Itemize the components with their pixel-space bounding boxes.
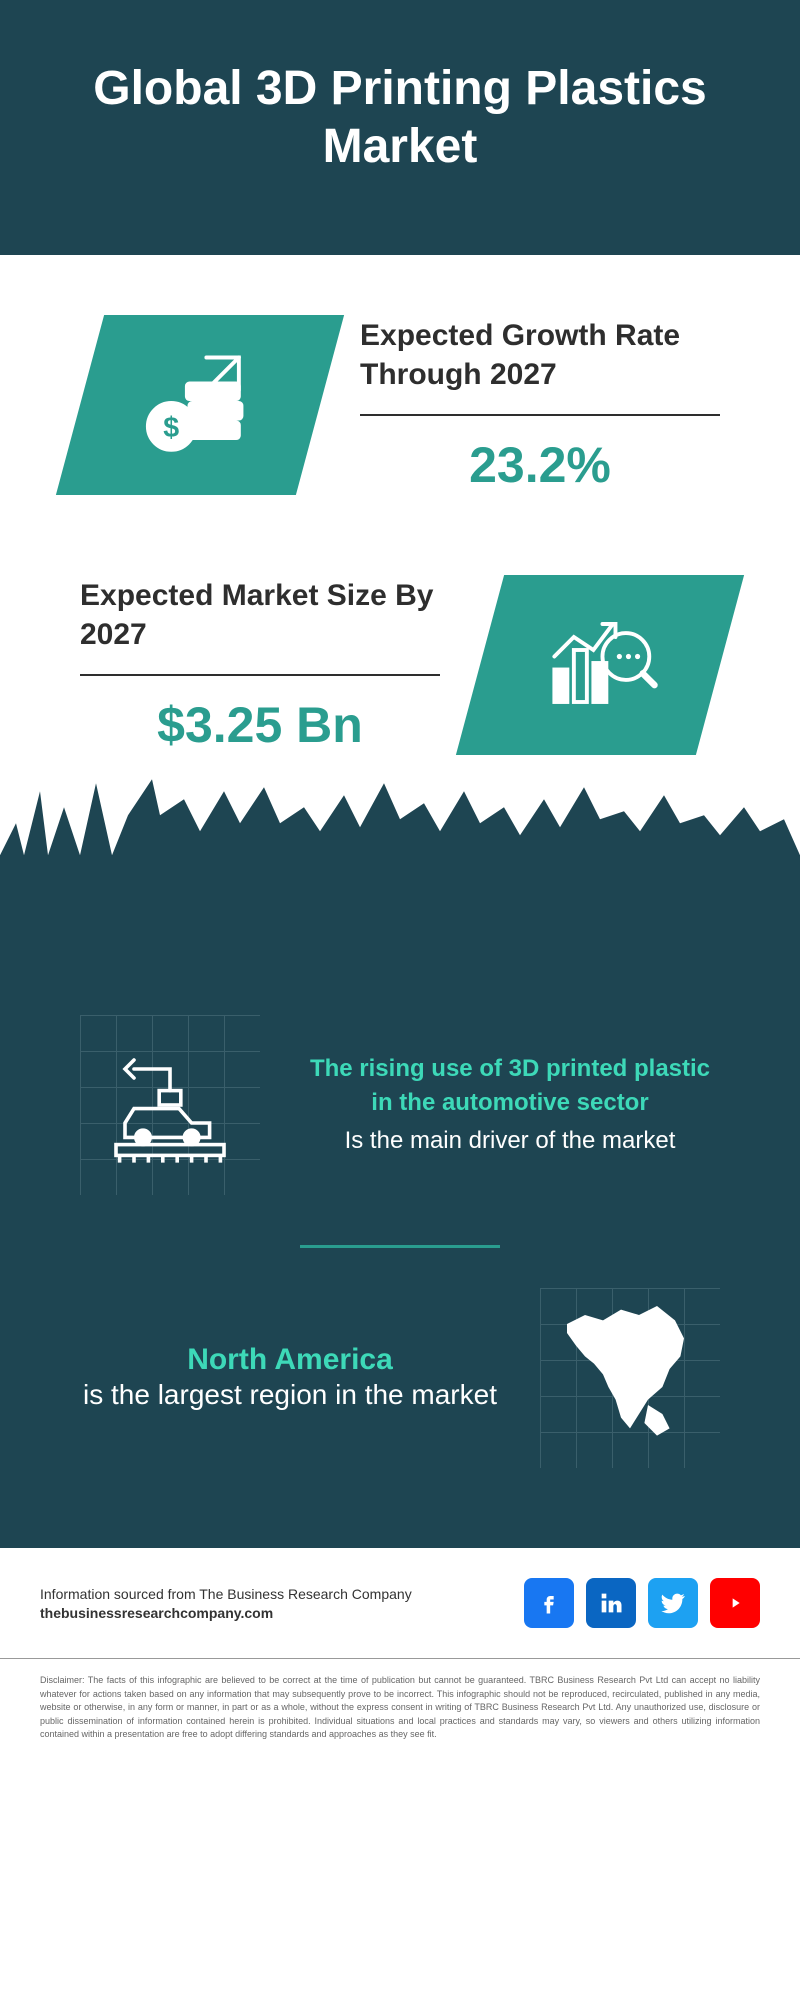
growth-label: Expected Growth Rate Through 2027 <box>360 316 720 394</box>
map-icon-box <box>540 1288 720 1468</box>
driver-subtext: Is the main driver of the market <box>300 1124 720 1158</box>
region-subtext: is the largest region in the market <box>80 1377 500 1413</box>
market-value: $3.25 Bn <box>80 696 440 754</box>
automotive-icon <box>80 1015 260 1195</box>
growth-icon-box: $ <box>56 315 344 495</box>
region-highlight: North America <box>80 1343 500 1377</box>
footer-bar: Information sourced from The Business Re… <box>0 1548 800 1658</box>
header: Global 3D Printing Plastics Market <box>0 0 800 255</box>
growth-text-block: Expected Growth Rate Through 2027 23.2% <box>360 316 720 494</box>
youtube-icon[interactable] <box>710 1578 760 1628</box>
dark-section: The rising use of 3D printed plastic in … <box>0 995 800 1548</box>
disclaimer: Disclaimer: The facts of this infographi… <box>0 1658 800 1772</box>
svg-text:$: $ <box>163 411 179 443</box>
source-text: Information sourced from The Business Re… <box>40 1586 412 1602</box>
region-row: North America is the largest region in t… <box>80 1288 720 1468</box>
stats-section: $ Expected Growth Rate Through 2027 23.2… <box>0 255 800 875</box>
skyline-graphic <box>0 855 800 995</box>
twitter-icon[interactable] <box>648 1578 698 1628</box>
linkedin-icon[interactable] <box>586 1578 636 1628</box>
growth-value: 23.2% <box>360 436 720 494</box>
footer-info: Information sourced from The Business Re… <box>40 1586 412 1621</box>
teal-divider <box>300 1245 500 1248</box>
facebook-icon[interactable] <box>524 1578 574 1628</box>
region-text: North America is the largest region in t… <box>80 1343 500 1413</box>
divider <box>360 414 720 416</box>
north-america-map-icon <box>540 1288 720 1468</box>
market-text-block: Expected Market Size By 2027 $3.25 Bn <box>80 576 440 754</box>
automotive-icon-box <box>80 1015 260 1195</box>
driver-highlight: The rising use of 3D printed plastic in … <box>300 1052 720 1119</box>
driver-row: The rising use of 3D printed plastic in … <box>80 1015 720 1195</box>
chart-magnify-icon <box>535 598 665 728</box>
driver-text: The rising use of 3D printed plastic in … <box>300 1052 720 1158</box>
social-icons <box>524 1578 760 1628</box>
divider <box>80 674 440 676</box>
stat-growth-rate: $ Expected Growth Rate Through 2027 23.2… <box>80 315 720 495</box>
stat-market-size: Expected Market Size By 2027 $3.25 Bn <box>80 575 720 755</box>
money-growth-icon: $ <box>135 338 265 468</box>
page-title: Global 3D Printing Plastics Market <box>40 60 760 175</box>
company-url: thebusinessresearchcompany.com <box>40 1605 412 1621</box>
market-icon-box <box>456 575 744 755</box>
market-label: Expected Market Size By 2027 <box>80 576 440 654</box>
